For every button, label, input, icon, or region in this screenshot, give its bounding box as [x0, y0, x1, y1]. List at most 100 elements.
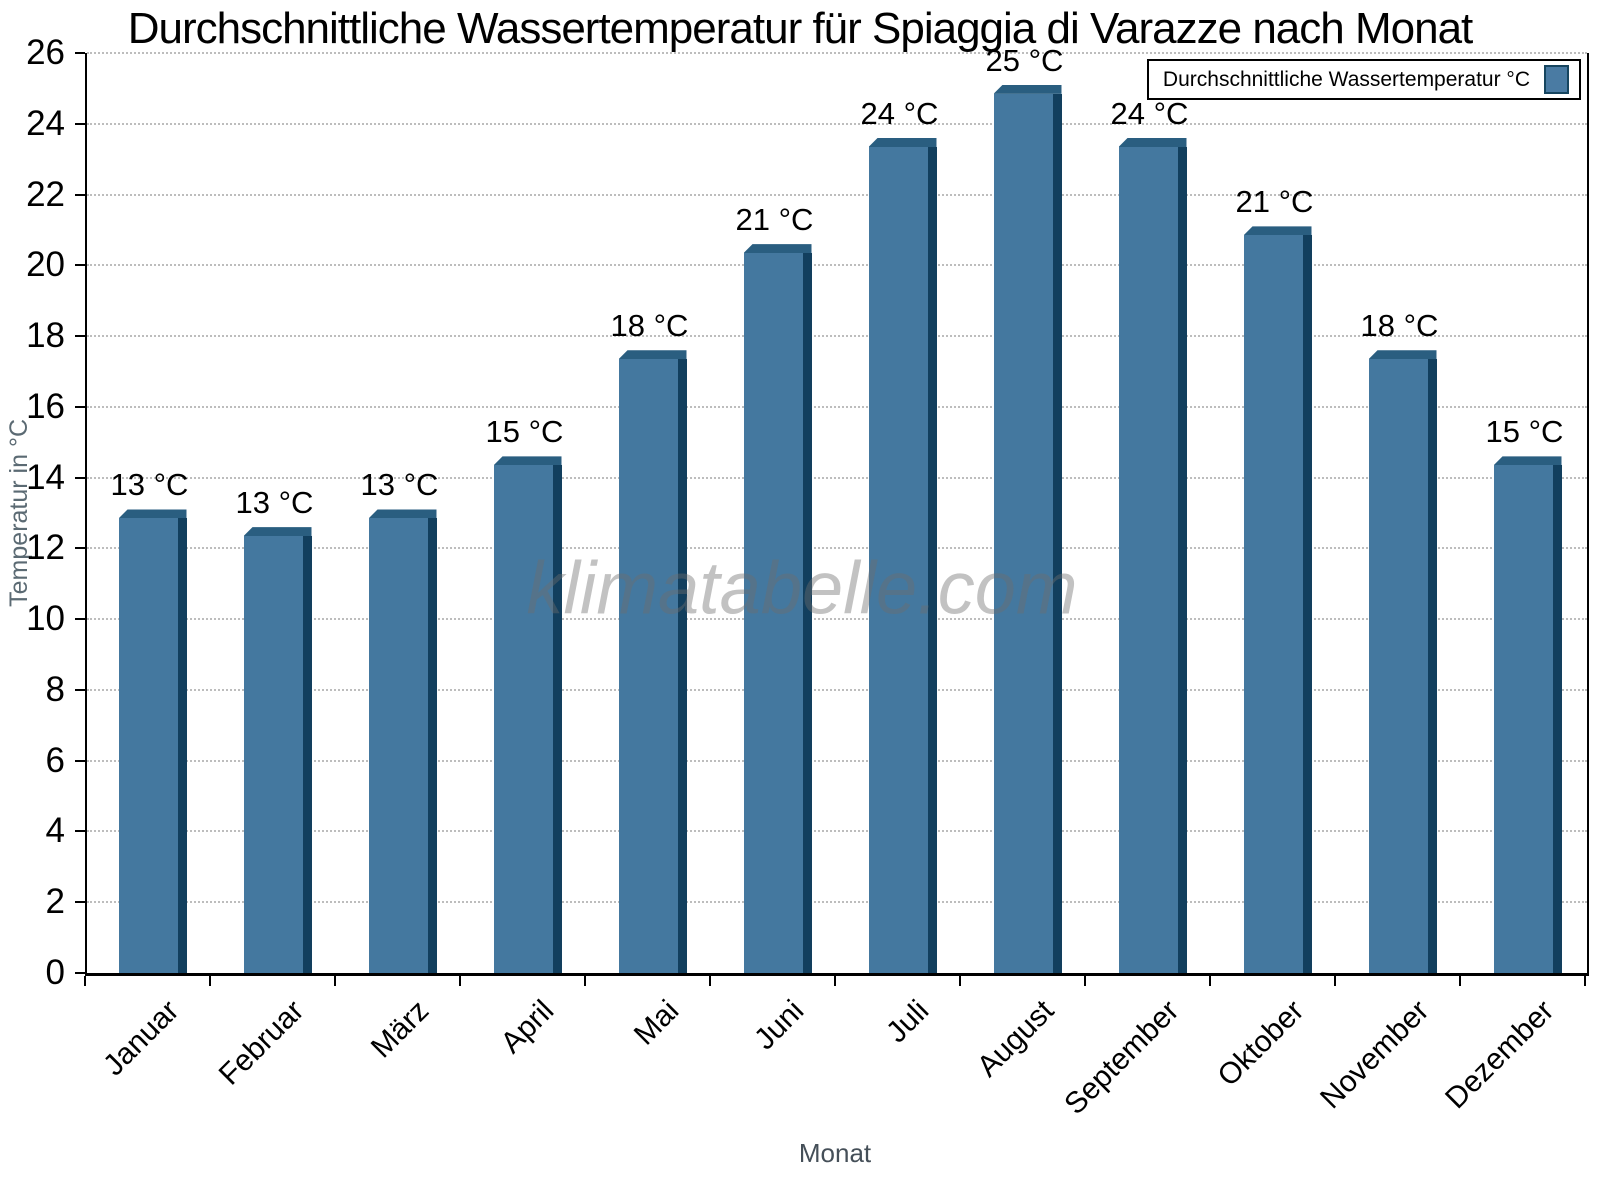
bar-value-label: 13 °C: [360, 467, 439, 503]
bar-top-face: [493, 456, 562, 466]
x-tick-label-juli: Juli: [879, 994, 935, 1050]
bar-side-face: [177, 518, 187, 973]
bar-side-face: [802, 253, 812, 973]
gridline: [87, 476, 1587, 479]
y-tick: [75, 193, 85, 196]
legend: Durchschnittliche Wassertemperatur °C: [1146, 59, 1581, 100]
y-tick-label: 24: [26, 103, 65, 143]
y-tick-label: 0: [45, 953, 65, 992]
bar-top-face: [368, 509, 437, 519]
bar-side-face: [1552, 465, 1562, 973]
gridline: [87, 193, 1587, 196]
x-tick-label-april: April: [494, 994, 560, 1060]
y-tick-label: 18: [26, 316, 65, 356]
y-tick: [75, 335, 85, 338]
bar-side-face: [427, 518, 437, 973]
bar-value-label: 24 °C: [860, 95, 939, 131]
plot-area: 13 °C 13 °C 13 °C 15 °C 18 °C 21 °C 24 °C 25 °C…: [85, 43, 1589, 976]
x-tick: [84, 976, 86, 986]
bar-top-face: [1493, 456, 1562, 466]
bar-front-face: [243, 536, 303, 973]
gridline: [87, 547, 1587, 550]
gridline: [87, 688, 1587, 691]
y-tick-label: 14: [26, 457, 65, 497]
y-tick: [75, 688, 85, 691]
y-tick: [75, 972, 85, 974]
bar-value-label: 15 °C: [485, 414, 564, 450]
bar-front-face: [743, 253, 803, 973]
x-tick: [584, 976, 586, 986]
x-tick: [1334, 976, 1336, 986]
bar-mai: [618, 350, 687, 973]
bar-value-label: 21 °C: [735, 202, 814, 238]
bar-september: [1118, 137, 1187, 973]
x-tick: [834, 976, 836, 986]
bar-value-label: 25 °C: [985, 42, 1064, 78]
y-tick-label: 4: [45, 811, 65, 851]
bar-front-face: [868, 146, 928, 973]
bar-august: [993, 84, 1062, 973]
bar-side-face: [1177, 146, 1187, 973]
y-axis: 0 2 4 6 8 10 12 14 16 18 20 22 24 26: [0, 34, 85, 992]
y-tick-label: 6: [45, 740, 65, 780]
y-tick-label: 12: [26, 528, 65, 568]
bar-dezember: [1493, 456, 1562, 973]
bar-front-face: [493, 465, 553, 973]
y-tick-label: 10: [26, 599, 65, 639]
x-tick: [959, 976, 961, 986]
x-tick: [459, 976, 461, 986]
bar-top-face: [1243, 226, 1312, 236]
chart-title: Durchschnittliche Wassertemperatur für S…: [127, 4, 1474, 53]
bar-side-face: [1427, 359, 1437, 973]
gridline: [87, 122, 1587, 125]
x-tick-label-dezember: Dezember: [1438, 994, 1560, 1116]
y-tick-label: 20: [26, 245, 65, 285]
legend-label: Durchschnittliche Wassertemperatur °C: [1162, 67, 1530, 91]
gridline: [87, 264, 1587, 267]
bar-side-face: [552, 465, 562, 973]
x-tick-label-märz: März: [364, 994, 435, 1065]
gridline: [87, 830, 1587, 833]
y-tick-label: 2: [45, 882, 65, 922]
bar-side-face: [302, 536, 312, 973]
y-tick: [75, 759, 85, 762]
x-axis-title: Monat: [798, 1138, 872, 1168]
gridline: [87, 335, 1587, 338]
bar-front-face: [1493, 465, 1553, 973]
x-tick: [1459, 976, 1461, 986]
y-tick-label: 8: [45, 669, 65, 709]
bar-november: [1368, 350, 1437, 973]
x-tick-label-november: November: [1313, 994, 1435, 1116]
bar-top-face: [118, 509, 187, 519]
x-tick: [1084, 976, 1086, 986]
bar-märz: [368, 509, 437, 973]
y-tick: [75, 122, 85, 125]
x-tick-label-juni: Juni: [747, 994, 810, 1057]
gridline: [87, 618, 1587, 621]
bar-value-label: 13 °C: [235, 485, 314, 521]
bar-value-label: 18 °C: [1360, 308, 1439, 344]
bar-value-label: 24 °C: [1110, 95, 1189, 131]
bar-value-label: 13 °C: [110, 467, 189, 503]
y-tick-label: 22: [26, 174, 65, 214]
bar-front-face: [368, 518, 428, 973]
bar-oktober: [1243, 226, 1312, 973]
x-tick: [709, 976, 711, 986]
y-tick: [75, 830, 85, 833]
x-tick: [1584, 976, 1586, 986]
bar-value-label: 21 °C: [1235, 184, 1314, 220]
gridline: [87, 901, 1587, 904]
bar-front-face: [1368, 359, 1428, 973]
bar-top-face: [743, 244, 812, 254]
y-tick-label: 26: [26, 33, 65, 72]
y-tick: [75, 52, 85, 54]
x-axis: Januar Februar März April Mai Juni Juli August S…: [84, 976, 1586, 1196]
bar-top-face: [993, 84, 1062, 94]
bar-april: [493, 456, 562, 973]
x-tick-label-september: September: [1057, 994, 1185, 1122]
y-tick: [75, 476, 85, 479]
bar-front-face: [1243, 235, 1303, 973]
x-tick-label-august: August: [970, 994, 1060, 1084]
bar-top-face: [243, 527, 312, 537]
x-tick-label-oktober: Oktober: [1211, 994, 1310, 1093]
